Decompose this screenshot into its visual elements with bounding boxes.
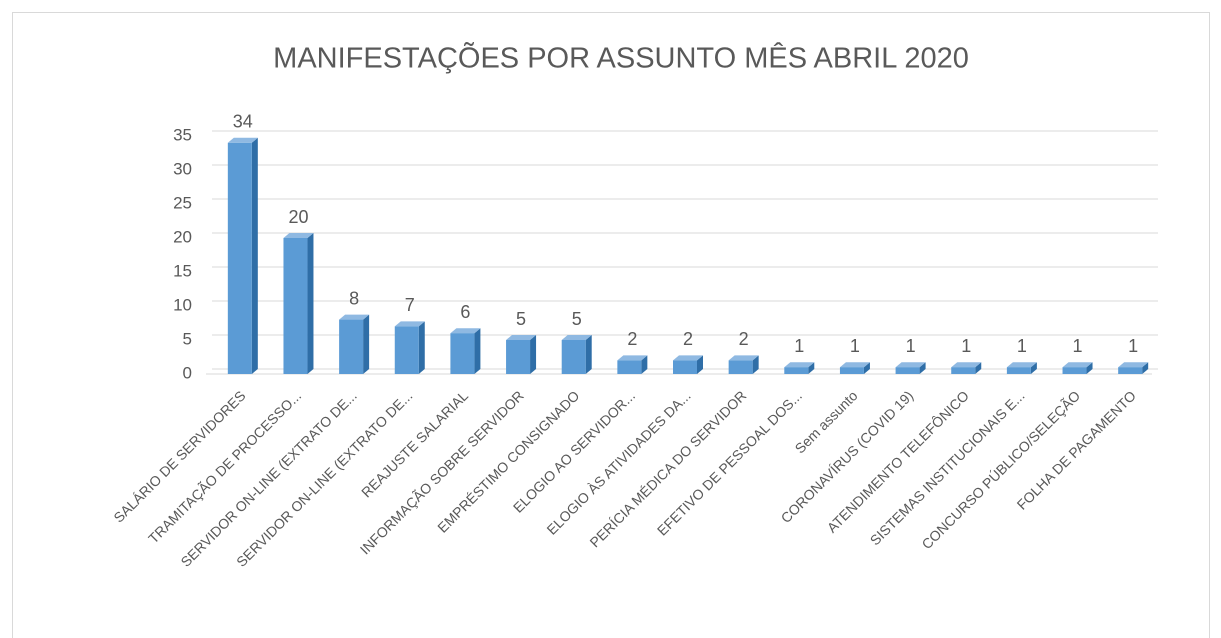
value-label: 6 [460,302,470,322]
bar-top [1006,362,1037,368]
value-label: 2 [739,329,749,349]
y-tick-label: 20 [173,227,192,246]
chart-title: MANIFESTAÇÕES POR ASSUNTO MÊS ABRIL 2020 [273,41,969,75]
chart-border [12,12,1210,638]
bar-side [474,328,481,374]
bar [227,142,252,374]
bar-top [895,362,926,368]
y-tick-label: 25 [173,193,192,212]
value-label: 2 [627,329,637,349]
value-label: 5 [516,309,526,329]
bar-side [363,314,370,374]
value-label: 2 [683,329,693,349]
bar [617,360,642,374]
bar [506,340,531,374]
bar-top [784,362,815,368]
value-label: 7 [405,295,415,315]
y-tick-label: 5 [183,329,192,348]
y-tick-label: 35 [173,125,192,144]
bar-top [673,355,703,361]
bar-top [561,335,592,340]
bar-side [975,362,982,374]
bar-side [863,362,870,374]
y-tick-label: 30 [173,159,192,178]
bar-top [506,335,537,340]
value-label: 1 [794,336,804,356]
bar [951,367,976,374]
value-label: 1 [1017,336,1027,356]
value-label: 1 [850,336,860,356]
bar [784,367,809,374]
bar-top [728,355,759,361]
y-tick-label: 10 [173,295,192,314]
bar [283,238,308,374]
bar [1062,367,1087,374]
bar-side [307,233,314,374]
bar-side [585,335,592,374]
bar-top [227,137,258,143]
bar-top [394,321,425,327]
value-label: 8 [349,288,359,308]
bar-side [1142,362,1149,374]
y-tick-label: 15 [173,261,192,280]
bar-side [251,137,258,374]
bar-side [1030,362,1037,374]
value-label: 1 [1128,336,1138,356]
bar-top [450,328,481,334]
bar [561,340,586,374]
value-label: 1 [961,336,971,356]
bar [673,360,697,374]
bar [1006,367,1031,374]
value-label: 5 [572,309,582,329]
y-tick-label: 0 [183,363,192,382]
bar-top [1062,362,1093,368]
value-label: 34 [233,112,253,132]
bar-top [339,314,370,320]
value-label: 20 [288,207,308,227]
bar-side [1086,362,1093,374]
bar [728,360,753,374]
bar-top [617,355,648,361]
bar-side [919,362,926,374]
bar [339,319,364,374]
bar-top [951,362,982,368]
bar-top [283,233,314,238]
bar [839,367,864,374]
value-label: 1 [906,336,916,356]
bar [394,326,419,374]
bar-side [808,362,815,374]
bar-top [1118,362,1149,368]
value-label: 1 [1073,336,1083,356]
bar-top [839,362,870,368]
bar-side [752,355,759,374]
bar-side [418,321,425,374]
bar [1118,367,1143,374]
bar [450,333,475,374]
bar-side [530,335,537,374]
bar-side [641,355,648,374]
bar-side [697,355,703,374]
bar [895,367,920,374]
